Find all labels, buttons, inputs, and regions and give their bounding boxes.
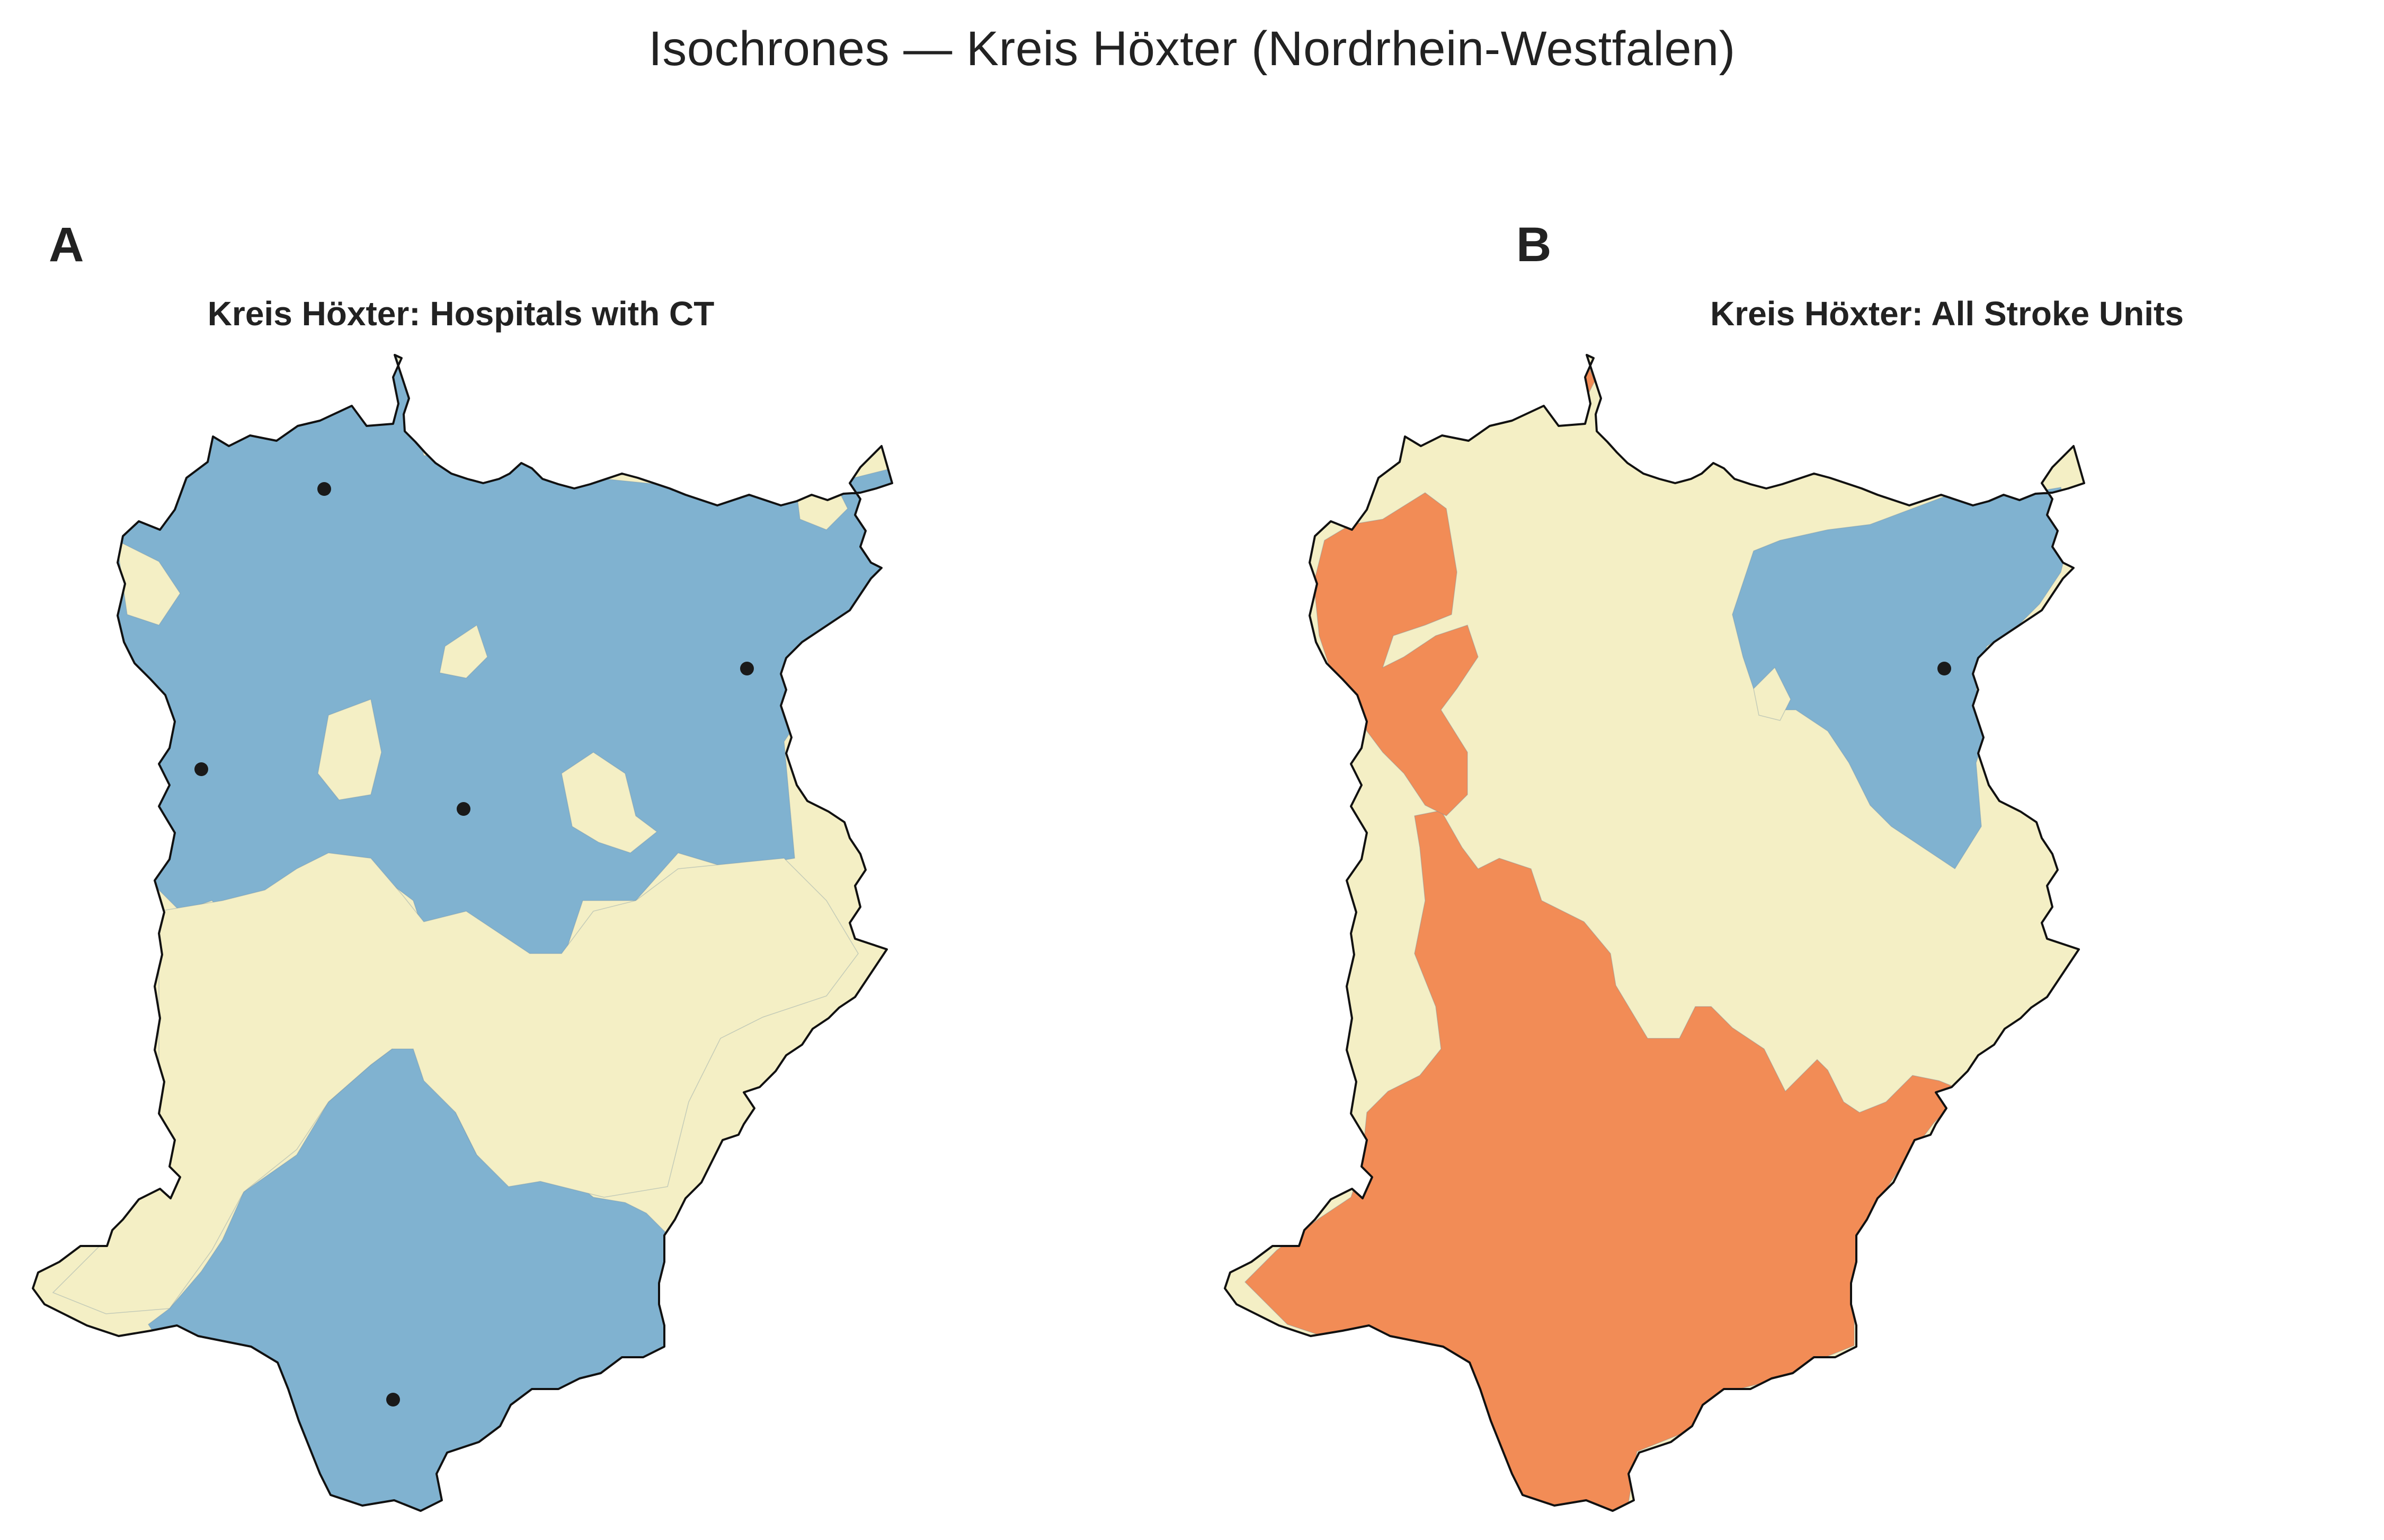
ct-gap-south-center — [52, 852, 859, 1314]
figure-title: Isochrones — Kreis Höxter (Nordrhein-Wes… — [648, 22, 1736, 76]
stroke-far-northwest — [1313, 492, 1479, 816]
hospital-dot-icon — [1937, 662, 1951, 675]
ct-gap-north-2 — [439, 624, 488, 679]
district-border — [32, 354, 893, 1512]
hospital-dot-icon — [740, 662, 754, 675]
hospital-dot-icon — [317, 482, 331, 496]
ct-gap-center — [561, 752, 658, 853]
hospital-dot-icon — [386, 1393, 400, 1407]
stroke-near-gap — [1753, 666, 1791, 721]
isochrone-regions — [52, 355, 892, 1511]
district-border — [1224, 354, 2085, 1512]
ct-gap-north-1 — [317, 698, 382, 800]
hospital-dot-icon — [194, 762, 208, 776]
panel-b-letter: B — [1516, 218, 1552, 272]
panel-b-map — [1224, 354, 2085, 1512]
ct-gap-west — [116, 539, 181, 626]
panel-a-title: Kreis Höxter: Hospitals with CT — [207, 295, 715, 333]
hospital-dot-icon — [457, 802, 470, 816]
panel-b-title: Kreis Höxter: All Stroke Units — [1710, 295, 2184, 333]
panel-b: B Kreis Höxter: All Stroke Units — [1192, 0, 2384, 1540]
panel-a: A Kreis Höxter: Hospitals with CT — [49, 218, 715, 333]
panel-a-letter: A — [49, 218, 84, 272]
panel-a-map — [32, 354, 893, 1512]
